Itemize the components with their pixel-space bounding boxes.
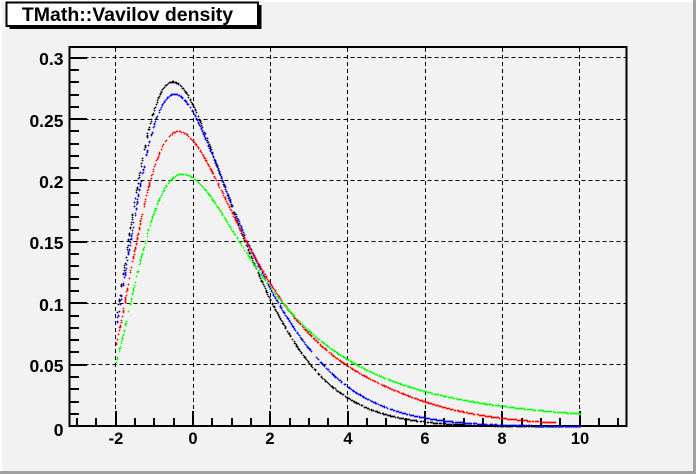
svg-text:0: 0 xyxy=(188,430,197,448)
svg-text:0.15: 0.15 xyxy=(29,233,63,253)
svg-text:4: 4 xyxy=(343,430,353,448)
svg-text:2: 2 xyxy=(265,430,274,448)
svg-text:0.3: 0.3 xyxy=(39,49,64,69)
svg-text:0.05: 0.05 xyxy=(29,356,63,376)
svg-text:6: 6 xyxy=(420,430,429,448)
svg-text:0.1: 0.1 xyxy=(39,295,64,315)
svg-text:0.25: 0.25 xyxy=(29,111,63,131)
svg-text:0: 0 xyxy=(54,420,64,440)
svg-text:0.2: 0.2 xyxy=(39,172,64,192)
svg-text:10: 10 xyxy=(571,430,589,448)
svg-text:8: 8 xyxy=(497,430,506,448)
svg-text:TMath::Vavilov density: TMath::Vavilov density xyxy=(22,4,233,26)
svg-text:-2: -2 xyxy=(109,430,124,448)
